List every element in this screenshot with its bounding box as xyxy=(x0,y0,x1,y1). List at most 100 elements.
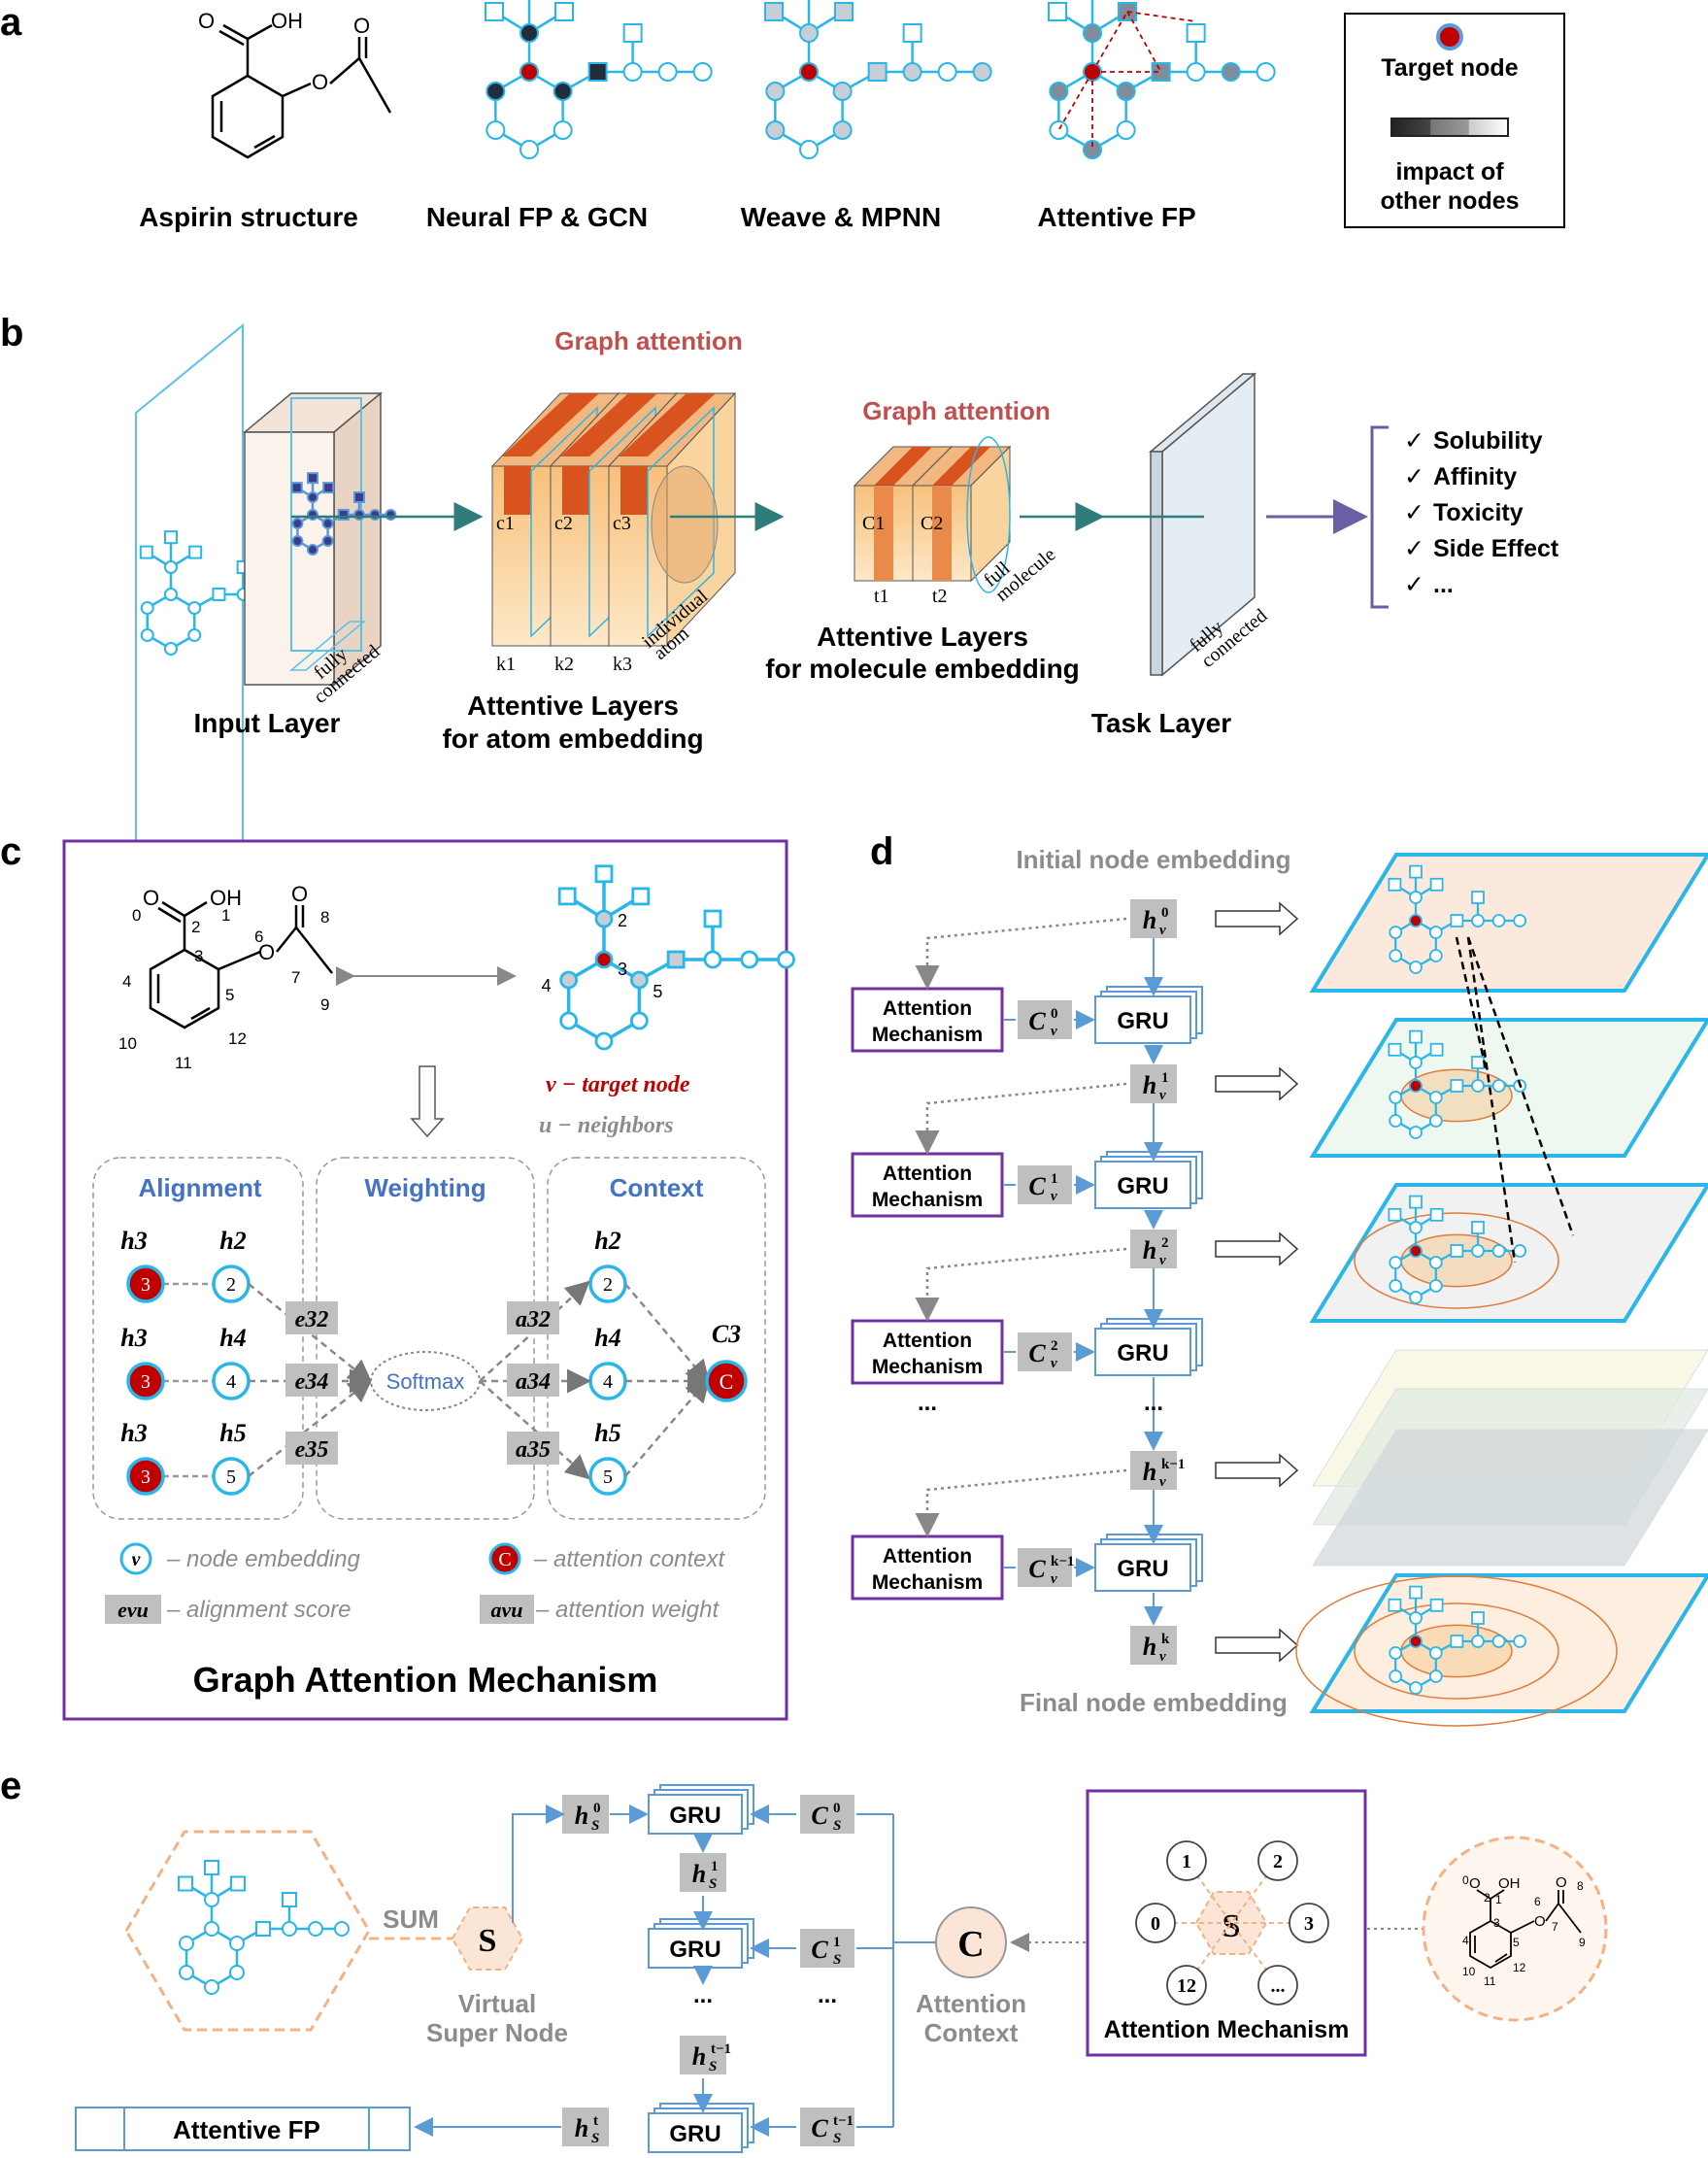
mech-atom-label: 0 xyxy=(1151,1913,1160,1935)
atom-node xyxy=(1491,1079,1506,1093)
to-softmax xyxy=(248,1377,373,1477)
atom-square xyxy=(307,472,318,485)
e-atom-number: 7 xyxy=(1552,1920,1558,1934)
e-gru0-layer xyxy=(648,1794,743,1835)
atom-node xyxy=(164,560,178,574)
e-aspirin-oh: OH xyxy=(1498,1875,1521,1892)
d-h1-box xyxy=(1130,1064,1177,1103)
down-arrow xyxy=(410,1065,445,1138)
output-item: Solubility xyxy=(1433,427,1543,455)
atom-square xyxy=(290,482,303,494)
a-label: a35 xyxy=(516,1437,551,1463)
e-c1-sup: 1 xyxy=(833,1935,841,1950)
d-h0-box xyxy=(1130,899,1177,938)
atom-number: 2 xyxy=(191,918,200,936)
e-gru0-label: GRU xyxy=(669,1803,720,1829)
e-label: e35 xyxy=(295,1437,329,1463)
atom-node xyxy=(1471,1244,1485,1258)
e-c0-symbol: C xyxy=(811,1802,828,1830)
atom-node xyxy=(937,62,957,82)
impact-gradient-bar xyxy=(1390,118,1509,137)
embedding-sheet xyxy=(1309,1573,1708,1713)
atom-node xyxy=(179,1936,195,1951)
task-layer-block xyxy=(1148,372,1257,677)
atom-node xyxy=(321,535,334,547)
d-c2-sub: v xyxy=(1051,1356,1057,1371)
atom-node xyxy=(594,950,614,969)
target-node-label: 3 xyxy=(141,1274,151,1296)
d-mech-1: Attention xyxy=(883,1545,972,1568)
e-gru2-layer xyxy=(648,2112,743,2153)
attentive-fp-output-label: Attentive FP xyxy=(173,2115,320,2144)
mech-super-node xyxy=(1194,1891,1268,1955)
block-k-label: k3 xyxy=(613,654,632,675)
atom-node xyxy=(902,62,922,82)
atom-square xyxy=(554,2,574,21)
context-node xyxy=(705,1360,748,1402)
d-gru2-layer xyxy=(1094,1328,1191,1376)
d-h3-sub: v xyxy=(1159,1474,1166,1490)
atom-node xyxy=(333,1921,350,1937)
atom-node xyxy=(486,82,506,101)
weave-mpnn-graph xyxy=(764,0,992,159)
d-mech-2: Mechanism xyxy=(872,1571,983,1594)
input-fc-block xyxy=(242,391,384,687)
e-box xyxy=(285,1364,338,1397)
atom-node xyxy=(1428,1646,1443,1660)
panel-c-frame xyxy=(62,839,788,1721)
attention-context-c: C xyxy=(957,1924,984,1965)
e-mechanism: S1 20 312... xyxy=(1135,1840,1329,2006)
attentive-fp-output xyxy=(75,2107,411,2151)
mech-atom-label: 12 xyxy=(1177,1975,1196,1997)
legend-node-embedding: – node embedding xyxy=(166,1546,360,1572)
output-bracket xyxy=(1370,425,1389,609)
atom-square xyxy=(1429,1207,1444,1222)
d-h1-symbol: h xyxy=(1143,1071,1156,1099)
fc-molecule xyxy=(290,472,397,556)
mblock-band-front xyxy=(874,486,893,581)
atom-square xyxy=(902,23,922,43)
graph-number: 3 xyxy=(618,960,627,979)
mech-atom-node xyxy=(1257,1840,1298,1881)
graph-attention-title-1: Graph attention xyxy=(554,326,743,355)
atom-node xyxy=(657,62,678,82)
e-gru2-label: GRU xyxy=(669,2121,720,2147)
d-sheet-arrow xyxy=(1215,1453,1299,1488)
aspirin-o-label: O xyxy=(198,9,215,33)
aspirin-numbered xyxy=(149,900,333,1029)
final-embedding-label: Final node embedding xyxy=(1020,1688,1288,1717)
atom-node xyxy=(291,518,304,529)
to-context xyxy=(624,1377,711,1477)
attention-context-1: Attention xyxy=(916,1989,1026,2018)
atom-node xyxy=(187,601,202,615)
atom-node xyxy=(1491,1244,1506,1258)
e-molecule xyxy=(178,1860,350,1995)
atom-node xyxy=(1409,1126,1423,1139)
e-h0-box xyxy=(562,1795,609,1834)
from-softmax xyxy=(479,1380,590,1480)
e-atom-number: 1 xyxy=(1495,1893,1502,1906)
atom-node xyxy=(307,1921,323,1937)
atom-node xyxy=(369,509,382,521)
h-right-label: h4 xyxy=(594,1324,620,1352)
mech-atom-node xyxy=(1289,1903,1329,1943)
output-check: ✓ xyxy=(1404,571,1424,598)
receptive-ellipse xyxy=(1295,1575,1618,1727)
d-mech-box xyxy=(851,1152,1004,1218)
d-gru1-layer xyxy=(1094,1161,1191,1209)
e-h3-sup: t xyxy=(593,2113,598,2129)
output-check: ✓ xyxy=(1404,499,1424,526)
softmax-label: Softmax xyxy=(386,1369,465,1394)
atom-square xyxy=(485,2,504,21)
virtual-label-2: Super Node xyxy=(426,2018,568,2047)
atom-square xyxy=(1151,62,1171,82)
atom-number: 9 xyxy=(320,995,329,1014)
aspirin-carbonyl-o-label: O xyxy=(353,14,370,38)
atom-node xyxy=(307,544,318,556)
atom-node xyxy=(832,120,853,140)
atom-square xyxy=(557,887,577,906)
d-c3-sub: v xyxy=(1051,1571,1057,1587)
atom-square xyxy=(178,1875,193,1892)
attention-band-front xyxy=(504,466,531,515)
